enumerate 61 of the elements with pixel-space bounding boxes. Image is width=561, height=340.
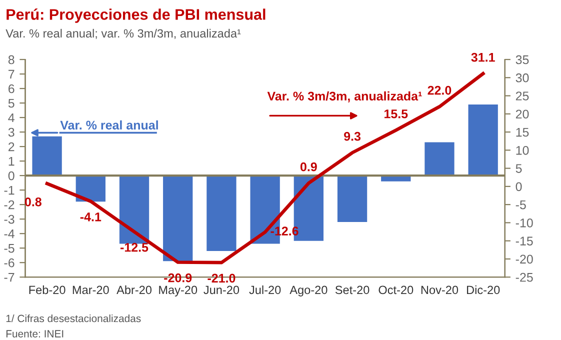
x-tick-label: Feb-20 — [29, 285, 66, 294]
legend-label: Var. % real anual — [60, 120, 158, 130]
y-tick-label: 1 — [8, 156, 14, 166]
x-tick-label: May-20 — [159, 286, 198, 296]
data-label: 0.9 — [300, 162, 317, 172]
x-tick-label: Oct-20 — [378, 286, 414, 294]
bar — [468, 104, 498, 176]
y2-tick-label: 15 — [516, 128, 529, 137]
y2-tick-label: 35 — [516, 55, 529, 64]
y-tick-label: 6 — [8, 84, 14, 94]
y-tick-label: -7 — [4, 273, 14, 282]
x-tick-label: Abr-20 — [116, 285, 152, 294]
y-tick-label: -1 — [4, 186, 14, 195]
chart-subtitle: Var. % real anual; var. % 3m/3m, anualizada¹ — [6, 28, 241, 39]
y2-tick-label: -5 — [516, 200, 526, 210]
y-tick-label: 2 — [8, 142, 14, 152]
data-label: -12.5 — [120, 242, 148, 252]
y2-tick-label: 0 — [516, 182, 522, 192]
y2-tick-label: 30 — [516, 73, 529, 82]
bar — [424, 142, 454, 176]
y-tick-label: 8 — [8, 55, 14, 64]
x-tick-label: Jul-20 — [249, 285, 281, 294]
series-label: Var. % 3m/3m, anualizada¹ — [267, 91, 422, 102]
y-tick-label: 3 — [8, 128, 14, 137]
y-tick-label: 5 — [8, 98, 14, 108]
y-tick-label: 7 — [8, 70, 14, 79]
x-tick-label: Dic-20 — [467, 285, 500, 294]
y-tick-label: -5 — [4, 244, 14, 253]
data-label: 15.5 — [384, 110, 408, 118]
x-tick-label: Nov-20 — [421, 286, 458, 294]
bar — [119, 176, 150, 244]
x-tick-label: Set-20 — [335, 286, 370, 294]
bar — [163, 176, 193, 262]
y2-tick-label: -15 — [516, 236, 533, 246]
x-tick-label: Ago-20 — [290, 286, 328, 296]
y2-tick-label: -10 — [516, 218, 533, 228]
bar — [337, 176, 368, 222]
bar — [206, 176, 236, 251]
y-tick-label: -3 — [4, 214, 14, 224]
y2-tick-label: 5 — [516, 164, 522, 173]
y2-tick-label: 20 — [516, 110, 529, 119]
line-series — [45, 72, 485, 264]
chart-title: Perú: Proyecciones de PBI mensual — [6, 8, 266, 23]
y2-tick-label: 25 — [516, 92, 529, 100]
data-label: -4.1 — [80, 212, 102, 222]
data-label: 9.3 — [344, 132, 361, 141]
y2-tick-label: -25 — [516, 272, 533, 282]
x-tick-label: Jun-20 — [204, 286, 240, 294]
y-tick-label: -4 — [4, 230, 14, 238]
y-tick-label: 0 — [8, 171, 14, 180]
data-label: 22.0 — [428, 86, 452, 95]
y2-tick-label: 10 — [516, 146, 529, 155]
x-tick-label: Mar-20 — [72, 286, 109, 294]
y-tick-label: 4 — [8, 113, 14, 122]
data-label: -12.6 — [270, 226, 298, 236]
y-tick-label: -2 — [4, 200, 14, 210]
text: 1/ Cifras desestacionalizadas — [6, 314, 141, 322]
source-note: Fuente: INEI — [6, 330, 64, 338]
y2-tick-label: -20 — [516, 254, 533, 264]
data-label: 31.1 — [471, 52, 495, 62]
y-tick-label: -6 — [4, 258, 14, 268]
